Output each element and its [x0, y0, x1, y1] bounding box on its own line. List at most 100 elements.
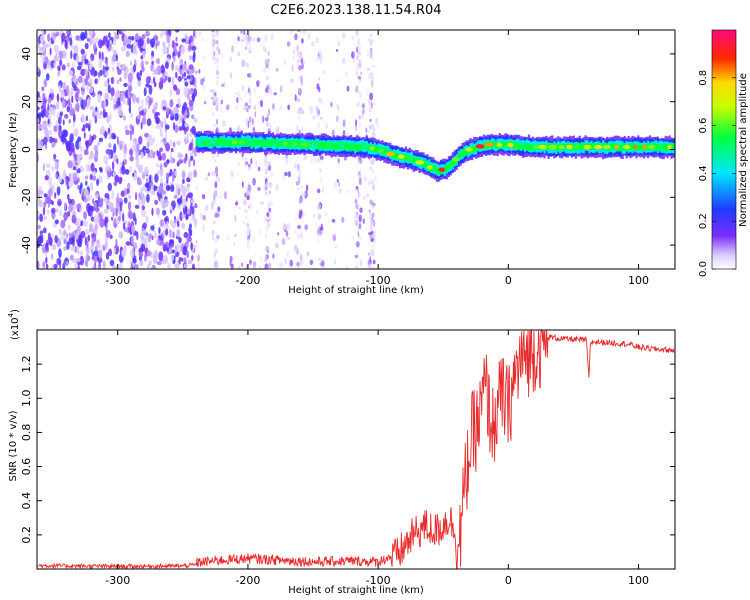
y-tick-label: 0.4	[20, 492, 33, 510]
sparse-noise-cell	[212, 233, 214, 241]
sparse-noise-cell	[252, 236, 255, 243]
noise-cell	[97, 241, 101, 250]
noise-cell	[161, 64, 165, 71]
noise-cell	[51, 244, 57, 251]
signal-peak	[292, 141, 298, 147]
sparse-noise-cell	[309, 259, 314, 266]
sparse-noise-cell	[357, 131, 361, 138]
noise-cell	[175, 186, 178, 197]
sparse-noise-cell	[256, 80, 260, 88]
noise-cell	[184, 139, 190, 144]
noise-cell	[48, 129, 52, 136]
noise-cell	[89, 223, 94, 233]
noise-cell	[142, 146, 147, 151]
sparse-noise-cell	[232, 242, 236, 247]
noise-cell	[120, 190, 125, 197]
noise-cell	[155, 116, 160, 124]
sparse-noise-cell	[216, 65, 219, 71]
sparse-noise-cell	[247, 105, 251, 109]
noise-cell	[45, 242, 48, 252]
sparse-noise-cell	[214, 212, 218, 218]
noise-cell	[162, 229, 166, 238]
sparse-noise-cell	[216, 118, 218, 125]
sparse-noise-cell	[254, 111, 257, 118]
noise-cell	[113, 143, 117, 154]
sparse-noise-cell	[367, 38, 371, 42]
noise-cell	[72, 246, 76, 252]
noise-cell	[51, 142, 55, 148]
signal-peak	[520, 143, 527, 149]
noise-cell	[177, 188, 181, 196]
noise-cell	[63, 169, 66, 177]
noise-cell	[109, 130, 112, 141]
noise-cell	[173, 84, 178, 91]
noise-cell	[89, 86, 94, 94]
sparse-noise-cell	[281, 238, 286, 246]
noise-cell	[176, 243, 182, 254]
sparse-noise-cell	[207, 172, 211, 177]
noise-cell	[84, 58, 89, 65]
noise-cell	[94, 70, 98, 76]
signal-cell	[664, 143, 667, 150]
noise-cell	[187, 259, 193, 265]
noise-cell	[112, 170, 117, 177]
noise-cell	[94, 115, 98, 124]
noise-cell	[176, 220, 180, 228]
sparse-noise-cell	[299, 75, 304, 80]
noise-cell	[87, 234, 90, 242]
sparse-noise-cell	[268, 122, 272, 129]
noise-cell	[193, 220, 197, 229]
sparse-noise-cell	[264, 254, 267, 261]
noise-cell	[84, 68, 89, 77]
noise-cell	[56, 101, 60, 110]
sparse-noise-cell	[259, 255, 262, 263]
noise-cell	[177, 75, 182, 82]
noise-cell	[53, 61, 56, 69]
noise-cell	[43, 193, 48, 198]
signal-peak	[271, 141, 278, 146]
noise-cell	[98, 59, 103, 68]
sparse-noise-cell	[213, 220, 216, 224]
noise-cell	[84, 175, 89, 180]
noise-cell	[138, 115, 141, 120]
noise-cell	[43, 216, 48, 221]
noise-cell	[190, 75, 193, 82]
sparse-noise-cell	[245, 222, 250, 228]
noise-cell	[166, 247, 169, 252]
colorbar-tick-label: 0.8	[698, 70, 709, 86]
noise-cell	[87, 123, 91, 132]
sparse-noise-cell	[259, 228, 262, 235]
sparse-noise-cell	[305, 184, 309, 192]
sparse-noise-cell	[296, 187, 300, 191]
signal-cell	[416, 156, 419, 164]
sparse-noise-cell	[238, 206, 242, 210]
sparse-noise-cell	[279, 263, 281, 269]
sparse-noise-cell	[194, 70, 198, 74]
noise-cell	[180, 45, 186, 55]
noise-cell	[121, 46, 124, 53]
sparse-noise-cell	[317, 158, 321, 162]
sparse-noise-cell	[267, 164, 272, 171]
sparse-noise-cell	[318, 213, 322, 220]
signal-cell	[359, 144, 363, 151]
sparse-noise-cell	[276, 126, 280, 134]
signal-cell	[356, 144, 359, 152]
sparse-noise-cell	[370, 265, 374, 269]
sparse-noise-cell	[371, 124, 375, 129]
noise-cell	[37, 96, 42, 106]
sparse-noise-cell	[243, 157, 248, 162]
noise-cell	[191, 205, 195, 215]
sparse-noise-cell	[280, 262, 284, 268]
noise-cell	[156, 187, 159, 193]
sparse-noise-cell	[299, 51, 303, 60]
noise-cell	[183, 263, 188, 269]
sparse-noise-cell	[354, 198, 358, 204]
noise-cell	[165, 133, 168, 141]
signal-peak	[339, 143, 345, 149]
noise-cell	[92, 175, 97, 181]
sparse-noise-cell	[321, 70, 326, 75]
noise-cell	[153, 76, 156, 84]
signal-cell	[527, 143, 531, 152]
sparse-noise-cell	[337, 40, 340, 47]
sparse-noise-cell	[265, 75, 270, 81]
